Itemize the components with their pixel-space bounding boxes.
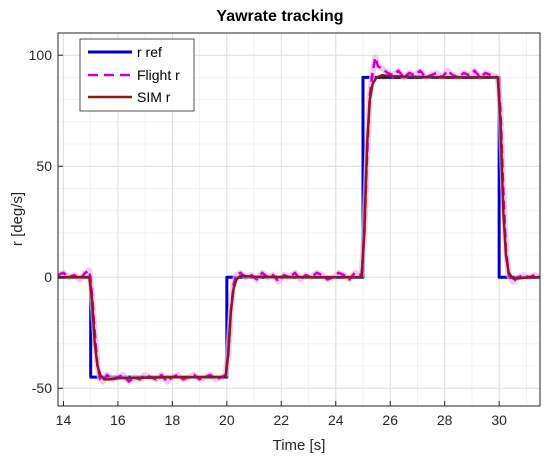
x-tick-label: 16 (110, 412, 126, 428)
x-tick-label: 14 (56, 412, 72, 428)
y-tick-label: 50 (36, 158, 52, 174)
x-tick-label: 26 (382, 412, 398, 428)
x-tick-label: 28 (437, 412, 453, 428)
chart-title: Yawrate tracking (216, 8, 343, 25)
legend-label-flight-r: Flight r (137, 67, 180, 83)
x-tick-label: 24 (328, 412, 344, 428)
x-tick-label: 18 (165, 412, 181, 428)
plot-frame (57, 32, 541, 407)
y-tick-label: -50 (32, 380, 52, 396)
series-layer (58, 54, 540, 385)
legend: r ref Flight r SIM r (79, 38, 195, 112)
y-tick-label: 0 (44, 269, 52, 285)
y-axis-title: r [deg/s] (9, 192, 26, 246)
series-line-sim-r (58, 73, 540, 381)
x-tick-label: 30 (491, 412, 507, 428)
x-tick-label: 22 (274, 412, 290, 428)
legend-label-r-ref: r ref (137, 44, 162, 60)
ticks: 14 16 18 20 22 24 26 28 30 -50 0 50 100 (29, 47, 508, 428)
x-tick-label: 20 (219, 412, 235, 428)
y-tick-label: 100 (29, 47, 53, 63)
legend-label-sim-r: SIM r (137, 89, 171, 105)
x-axis-title: Time [s] (273, 437, 326, 454)
